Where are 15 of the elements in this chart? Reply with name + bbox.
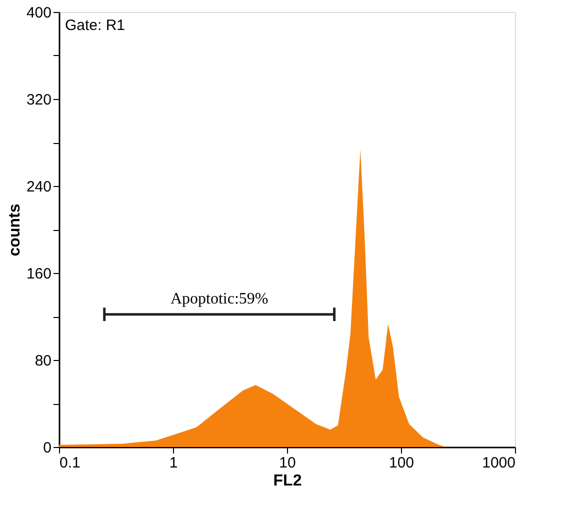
x-tick-label: 10 bbox=[279, 454, 296, 472]
annotation: Gate: R1 bbox=[65, 17, 126, 34]
x-tick-label: 0.1 bbox=[60, 454, 80, 472]
x-axis-title: FL2 bbox=[273, 472, 302, 490]
y-axis-title: counts bbox=[6, 204, 24, 256]
y-tick-label: 400 bbox=[26, 4, 52, 22]
x-tick-label: 100 bbox=[388, 454, 414, 472]
annotation: Apoptotic:59% bbox=[170, 290, 268, 308]
y-tick-label: 80 bbox=[34, 352, 52, 370]
x-tick-label: 1000 bbox=[482, 454, 516, 472]
y-tick-label: 240 bbox=[26, 178, 52, 196]
x-tick-label: 1 bbox=[169, 454, 178, 472]
y-tick-label: 0 bbox=[43, 440, 52, 456]
y-tick-label: 160 bbox=[26, 266, 52, 282]
y-tick-label: 320 bbox=[26, 92, 52, 108]
